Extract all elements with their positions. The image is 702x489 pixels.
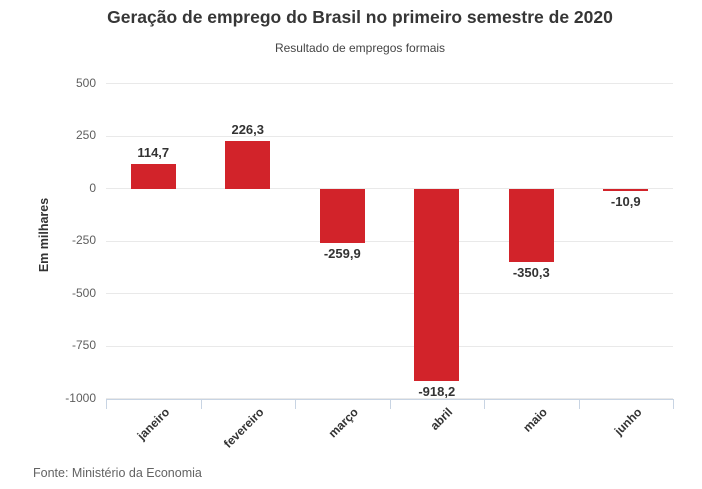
- bar-value-label: -259,9: [323, 246, 361, 262]
- bar: [225, 141, 271, 189]
- y-tick-label: -1000: [65, 390, 96, 405]
- gridline: [106, 345, 673, 347]
- x-tick-label-text: abril: [427, 405, 456, 433]
- bar: [414, 188, 460, 382]
- gridline: [106, 135, 673, 137]
- bar-value-label: 114,7: [137, 145, 170, 161]
- source-note: Fonte: Ministério da Economia: [33, 466, 202, 480]
- x-tick-label-text: janeiro: [134, 405, 173, 443]
- bar: [319, 188, 365, 244]
- x-axis-tick: [295, 399, 296, 409]
- gridline: [106, 293, 673, 295]
- y-tick-label: 250: [75, 128, 96, 143]
- y-tick-label: 0: [89, 180, 96, 195]
- bar-value-label: -918,2: [418, 384, 456, 400]
- gridline: [106, 398, 673, 399]
- bar-value-label: -350,3: [512, 265, 550, 281]
- gridline: [106, 188, 673, 190]
- gridline: [106, 83, 673, 85]
- y-tick-label: 500: [75, 75, 96, 90]
- x-axis-tick: [106, 399, 107, 409]
- x-axis-tick: [673, 399, 674, 409]
- gridline: [106, 240, 673, 242]
- x-tick-label-text: maio: [520, 405, 551, 435]
- y-tick-label: -250: [71, 233, 96, 248]
- bar: [130, 164, 176, 189]
- x-axis-tick: [389, 399, 391, 409]
- x-axis-tick: [200, 399, 202, 409]
- x-tick-label-text: fevereiro: [220, 405, 267, 451]
- chart-subtitle: Resultado de empregos formais: [274, 41, 446, 55]
- bar-value-label: 226,3: [231, 122, 265, 138]
- y-tick-label: -500: [71, 285, 96, 300]
- y-tick-label: -750: [71, 338, 96, 352]
- bar: [603, 188, 649, 191]
- x-axis-tick: [484, 399, 485, 409]
- x-tick-label-text: março: [325, 405, 362, 441]
- x-tick-label-text: junho: [611, 405, 645, 438]
- bar-value-label: -10,9: [610, 193, 641, 209]
- bar: [508, 188, 554, 263]
- chart-title: Geração de emprego do Brasil no primeiro…: [107, 7, 613, 27]
- x-axis-tick: [578, 399, 580, 409]
